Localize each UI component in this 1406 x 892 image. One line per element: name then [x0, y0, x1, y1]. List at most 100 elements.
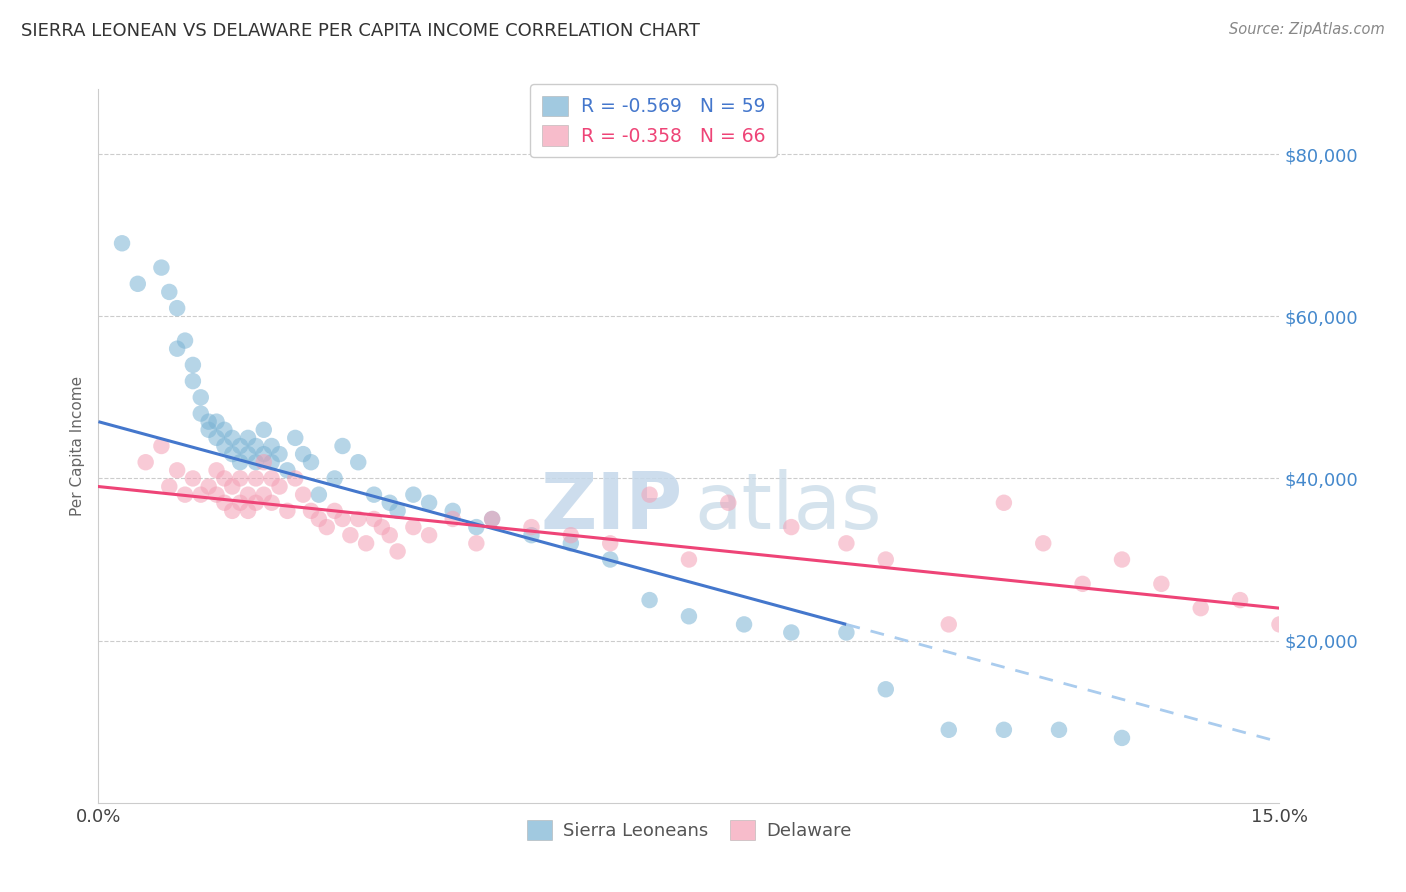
Point: [402, 520, 425, 534]
Point: [260, 455, 283, 469]
Point: [371, 520, 394, 534]
Point: [236, 504, 259, 518]
Point: [236, 447, 259, 461]
Point: [418, 496, 440, 510]
Point: [292, 447, 315, 461]
Point: [387, 504, 409, 518]
Point: [299, 504, 322, 518]
Point: [332, 439, 354, 453]
Text: ZIP: ZIP: [541, 468, 683, 545]
Point: [315, 520, 337, 534]
Point: [402, 488, 425, 502]
Point: [1189, 601, 1212, 615]
Point: [276, 463, 298, 477]
Point: [236, 431, 259, 445]
Point: [1347, 617, 1369, 632]
Point: [174, 334, 197, 348]
Point: [733, 617, 755, 632]
Point: [205, 431, 228, 445]
Point: [599, 536, 621, 550]
Point: [197, 423, 219, 437]
Y-axis label: Per Capita Income: Per Capita Income: [70, 376, 86, 516]
Point: [174, 488, 197, 502]
Point: [221, 447, 243, 461]
Point: [221, 479, 243, 493]
Point: [387, 544, 409, 558]
Point: [166, 463, 188, 477]
Point: [323, 504, 346, 518]
Point: [441, 512, 464, 526]
Point: [150, 439, 173, 453]
Point: [157, 285, 180, 299]
Point: [560, 528, 582, 542]
Point: [253, 447, 276, 461]
Point: [1047, 723, 1070, 737]
Text: SIERRA LEONEAN VS DELAWARE PER CAPITA INCOME CORRELATION CHART: SIERRA LEONEAN VS DELAWARE PER CAPITA IN…: [21, 22, 700, 40]
Point: [214, 496, 236, 510]
Point: [938, 723, 960, 737]
Point: [780, 520, 803, 534]
Point: [205, 415, 228, 429]
Point: [418, 528, 440, 542]
Point: [276, 504, 298, 518]
Point: [993, 723, 1015, 737]
Point: [323, 471, 346, 485]
Point: [875, 682, 897, 697]
Point: [378, 496, 401, 510]
Point: [678, 609, 700, 624]
Point: [599, 552, 621, 566]
Point: [253, 488, 276, 502]
Point: [127, 277, 149, 291]
Point: [1111, 731, 1133, 745]
Point: [678, 552, 700, 566]
Point: [363, 512, 385, 526]
Point: [181, 374, 204, 388]
Point: [638, 488, 661, 502]
Point: [284, 471, 307, 485]
Point: [835, 536, 858, 550]
Point: [347, 512, 370, 526]
Legend: Sierra Leoneans, Delaware: Sierra Leoneans, Delaware: [519, 813, 859, 847]
Point: [560, 536, 582, 550]
Point: [157, 479, 180, 493]
Point: [245, 496, 267, 510]
Point: [166, 342, 188, 356]
Point: [441, 504, 464, 518]
Point: [229, 496, 252, 510]
Point: [181, 471, 204, 485]
Point: [938, 617, 960, 632]
Point: [269, 479, 291, 493]
Point: [717, 496, 740, 510]
Point: [260, 439, 283, 453]
Point: [205, 488, 228, 502]
Point: [363, 488, 385, 502]
Point: [181, 358, 204, 372]
Point: [1308, 601, 1330, 615]
Point: [1071, 577, 1094, 591]
Point: [339, 528, 361, 542]
Point: [299, 455, 322, 469]
Point: [245, 439, 267, 453]
Point: [253, 455, 276, 469]
Point: [1111, 552, 1133, 566]
Point: [638, 593, 661, 607]
Point: [260, 471, 283, 485]
Point: [236, 488, 259, 502]
Point: [378, 528, 401, 542]
Point: [245, 471, 267, 485]
Point: [308, 512, 330, 526]
Point: [111, 236, 134, 251]
Point: [465, 536, 488, 550]
Point: [229, 439, 252, 453]
Point: [481, 512, 503, 526]
Point: [221, 504, 243, 518]
Point: [481, 512, 503, 526]
Point: [354, 536, 377, 550]
Point: [269, 447, 291, 461]
Point: [1268, 617, 1291, 632]
Point: [229, 455, 252, 469]
Point: [229, 471, 252, 485]
Point: [1032, 536, 1054, 550]
Point: [347, 455, 370, 469]
Point: [292, 488, 315, 502]
